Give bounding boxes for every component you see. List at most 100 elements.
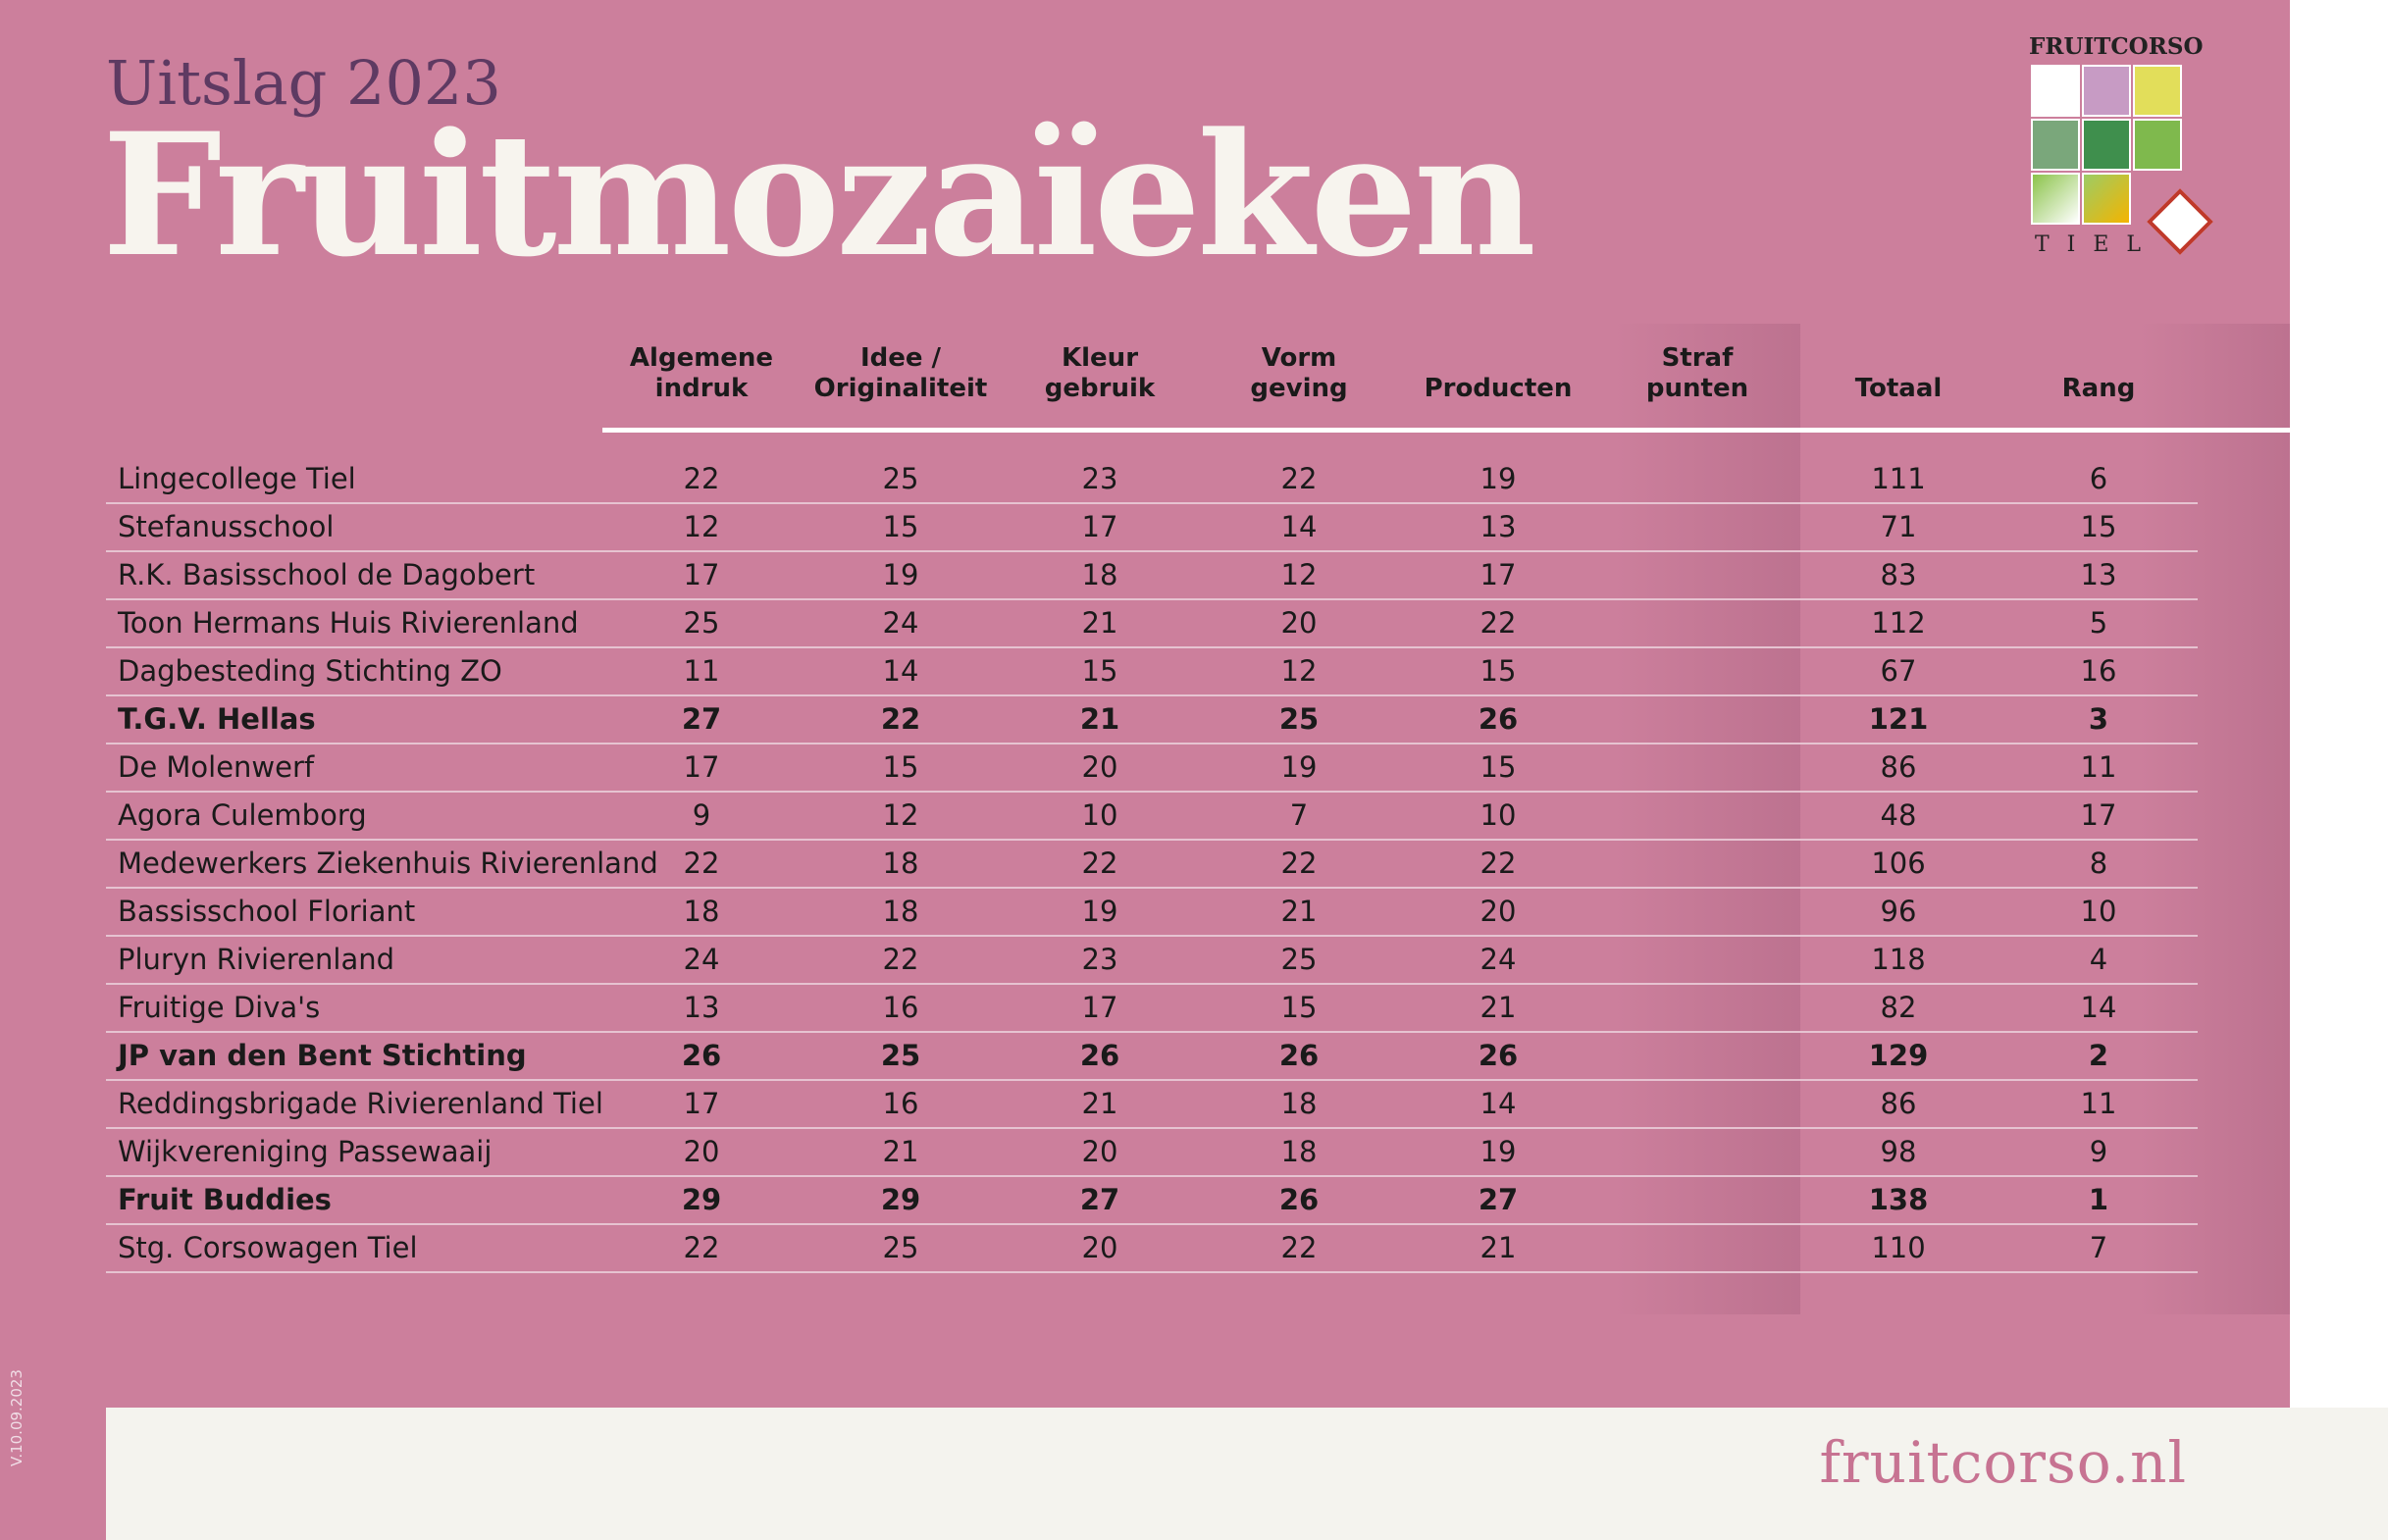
score-totaal: 48 <box>1880 798 1917 832</box>
score-kleur: 21 <box>1079 702 1120 736</box>
score-rang: 17 <box>2080 798 2117 832</box>
participant-name: Lingecollege Tiel <box>118 462 356 495</box>
score-straf <box>1604 648 1791 694</box>
score-producten: 19 <box>1480 462 1517 495</box>
score-vorm: 19 <box>1280 750 1318 784</box>
table-row: Bassisschool Floriant 18 18 19 21 20 96 10 <box>106 889 2198 937</box>
score-rang: 1 <box>2088 1183 2109 1216</box>
participant-name: Wijkvereniging Passewaaij <box>118 1135 493 1168</box>
website-link[interactable]: fruitcorso.nl <box>1819 1429 2187 1496</box>
score-algemene: 9 <box>692 798 711 832</box>
score-kleur: 21 <box>1081 1087 1118 1120</box>
score-totaal: 110 <box>1871 1231 1926 1264</box>
participant-name: Toon Hermans Huis Rivierenland <box>118 606 579 640</box>
participant-name: Agora Culemborg <box>118 798 367 832</box>
logo-tile-yellow <box>2133 65 2182 117</box>
participant-name: Dagbesteding Stichting ZO <box>118 654 502 688</box>
table-row: R.K. Basisschool de Dagobert 17 19 18 12 17 83… <box>106 552 2198 600</box>
score-kleur: 23 <box>1081 943 1118 976</box>
score-rang: 5 <box>2089 606 2108 640</box>
score-idee: 29 <box>880 1183 921 1216</box>
score-algemene: 11 <box>683 654 720 688</box>
straf-column-shade <box>1614 324 1800 1314</box>
table-row: Reddingsbrigade Rivierenland Tiel 17 16 21 1… <box>106 1081 2198 1129</box>
score-idee: 18 <box>882 847 919 880</box>
table-row: Medewerkers Ziekenhuis Rivierenland 22 18 2… <box>106 841 2198 889</box>
score-totaal: 129 <box>1868 1039 1929 1072</box>
score-kleur: 18 <box>1081 558 1118 591</box>
participant-name: Bassisschool Floriant <box>118 895 416 928</box>
score-rang: 10 <box>2080 895 2117 928</box>
score-rang: 15 <box>2080 510 2117 543</box>
score-algemene: 12 <box>683 510 720 543</box>
score-producten: 15 <box>1480 654 1517 688</box>
score-vorm: 25 <box>1280 943 1318 976</box>
score-straf <box>1604 1081 1791 1127</box>
logo-tile-green-1 <box>2031 119 2080 171</box>
table-row: Stg. Corsowagen Tiel 22 25 20 22 21 110 7 <box>106 1225 2198 1273</box>
score-straf <box>1604 937 1791 983</box>
col-header-kleur: Kleur gebruik <box>1044 343 1156 403</box>
score-algemene: 29 <box>681 1183 722 1216</box>
score-producten: 14 <box>1480 1087 1517 1120</box>
score-producten: 13 <box>1480 510 1517 543</box>
score-rang: 9 <box>2089 1135 2108 1168</box>
table-row: Dagbesteding Stichting ZO 11 14 15 12 15 67 16 <box>106 648 2198 696</box>
score-kleur: 20 <box>1081 750 1118 784</box>
table-row: Fruitige Diva's 13 16 17 15 21 82 14 <box>106 985 2198 1033</box>
score-idee: 15 <box>882 510 919 543</box>
score-idee: 25 <box>882 1231 919 1264</box>
score-idee: 14 <box>882 654 919 688</box>
score-algemene: 22 <box>683 847 720 880</box>
score-totaal: 67 <box>1880 654 1917 688</box>
fruitcorso-logo: FRUITCORSO TIEL <box>2021 33 2247 269</box>
score-totaal: 111 <box>1871 462 1926 495</box>
logo-brand-text: FRUITCORSO <box>2029 33 2204 60</box>
version-label: V.10.09.2023 <box>8 1369 26 1466</box>
score-idee: 21 <box>882 1135 919 1168</box>
score-producten: 22 <box>1480 606 1517 640</box>
score-rang: 11 <box>2080 1087 2117 1120</box>
table-row: Toon Hermans Huis Rivierenland 25 24 21 20 22… <box>106 600 2198 648</box>
score-straf <box>1604 889 1791 935</box>
table-row: JP van den Bent Stichting 26 25 26 26 26 129 2 <box>106 1033 2198 1081</box>
participant-name: Medewerkers Ziekenhuis Rivierenland <box>118 847 658 880</box>
score-kleur: 27 <box>1079 1183 1120 1216</box>
score-totaal: 138 <box>1868 1183 1929 1216</box>
score-vorm: 22 <box>1280 847 1318 880</box>
score-kleur: 21 <box>1081 606 1118 640</box>
participant-name: Stefanusschool <box>118 510 335 543</box>
score-rang: 16 <box>2080 654 2117 688</box>
logo-tile-apple-lime <box>2133 119 2182 171</box>
score-straf <box>1604 1033 1791 1079</box>
table-row: Wijkvereniging Passewaaij 20 21 20 18 19 98 9 <box>106 1129 2198 1177</box>
score-rang: 4 <box>2089 943 2108 976</box>
logo-tile-apple-green <box>2082 119 2131 171</box>
score-idee: 22 <box>882 943 919 976</box>
score-producten: 22 <box>1480 847 1517 880</box>
score-totaal: 86 <box>1880 750 1917 784</box>
score-totaal: 98 <box>1880 1135 1917 1168</box>
participant-name: Reddingsbrigade Rivierenland Tiel <box>118 1087 603 1120</box>
score-idee: 15 <box>882 750 919 784</box>
score-straf <box>1604 841 1791 887</box>
score-vorm: 21 <box>1280 895 1318 928</box>
header-divider <box>602 428 2290 433</box>
score-rang: 6 <box>2089 462 2108 495</box>
score-vorm: 18 <box>1280 1087 1318 1120</box>
score-straf <box>1604 1129 1791 1175</box>
score-kleur: 26 <box>1079 1039 1120 1072</box>
score-vorm: 25 <box>1278 702 1320 736</box>
score-vorm: 20 <box>1280 606 1318 640</box>
score-producten: 15 <box>1480 750 1517 784</box>
score-idee: 22 <box>880 702 921 736</box>
score-algemene: 17 <box>683 1087 720 1120</box>
score-straf <box>1604 696 1791 743</box>
score-kleur: 20 <box>1081 1231 1118 1264</box>
score-totaal: 71 <box>1880 510 1917 543</box>
col-header-idee: Idee / Originaliteit <box>813 343 988 403</box>
score-straf <box>1604 985 1791 1031</box>
right-edge-shade <box>2139 324 2290 1314</box>
col-header-producten: Producten <box>1424 374 1573 403</box>
score-rang: 8 <box>2089 847 2108 880</box>
